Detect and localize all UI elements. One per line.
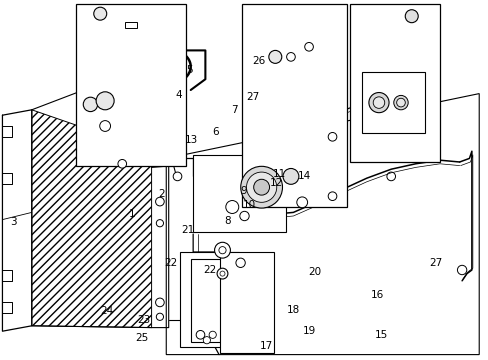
Circle shape	[83, 97, 98, 112]
Bar	[220, 252, 273, 353]
Circle shape	[100, 121, 110, 131]
Circle shape	[209, 331, 216, 338]
Circle shape	[268, 50, 281, 63]
Circle shape	[219, 247, 225, 254]
Text: 3: 3	[10, 217, 17, 228]
Bar	[76, 4, 185, 166]
Circle shape	[118, 159, 126, 168]
Bar	[190, 259, 222, 342]
Text: 7: 7	[231, 105, 238, 115]
Text: 11: 11	[272, 168, 286, 179]
Text: 18: 18	[286, 305, 300, 315]
Text: 10: 10	[243, 200, 255, 210]
Text: 22: 22	[203, 265, 217, 275]
Circle shape	[220, 271, 224, 276]
Bar	[242, 4, 346, 207]
Text: 6: 6	[211, 127, 218, 138]
Circle shape	[283, 168, 298, 184]
Circle shape	[173, 172, 182, 181]
Circle shape	[203, 337, 210, 344]
Text: 2: 2	[158, 189, 164, 199]
Text: 9: 9	[240, 186, 246, 196]
Circle shape	[304, 42, 313, 51]
Circle shape	[235, 258, 245, 267]
Text: 21: 21	[181, 225, 195, 235]
Circle shape	[94, 7, 106, 20]
Text: 1: 1	[128, 209, 135, 219]
Circle shape	[196, 330, 204, 339]
Text: 16: 16	[370, 290, 384, 300]
Polygon shape	[203, 178, 273, 220]
Text: 19: 19	[302, 326, 315, 336]
Text: 4: 4	[175, 90, 182, 100]
Text: 27: 27	[246, 92, 260, 102]
Text: 12: 12	[269, 178, 283, 188]
Bar	[180, 252, 238, 347]
Bar	[193, 155, 285, 232]
Circle shape	[405, 10, 417, 23]
Circle shape	[240, 166, 282, 208]
Circle shape	[96, 92, 114, 110]
Circle shape	[225, 201, 238, 213]
Circle shape	[456, 265, 466, 275]
Text: 17: 17	[259, 341, 273, 351]
Text: 22: 22	[164, 258, 178, 268]
Text: 24: 24	[100, 306, 113, 316]
Circle shape	[372, 97, 384, 108]
Text: 23: 23	[137, 315, 151, 325]
Circle shape	[253, 179, 269, 195]
Text: 15: 15	[374, 330, 387, 340]
Circle shape	[396, 98, 405, 107]
Text: 13: 13	[184, 135, 198, 145]
Bar	[124, 22, 137, 28]
Circle shape	[239, 211, 249, 221]
Bar	[361, 72, 425, 133]
Bar	[349, 4, 439, 162]
Text: 26: 26	[252, 56, 265, 66]
Text: 5: 5	[186, 65, 193, 75]
Circle shape	[393, 95, 407, 110]
Circle shape	[217, 268, 227, 279]
Text: 20: 20	[307, 267, 320, 277]
Text: 8: 8	[224, 216, 230, 226]
Text: 27: 27	[428, 258, 442, 268]
Circle shape	[296, 197, 307, 208]
Polygon shape	[32, 110, 151, 328]
Text: 14: 14	[297, 171, 310, 181]
Circle shape	[214, 242, 230, 258]
Text: 25: 25	[135, 333, 148, 343]
Circle shape	[368, 93, 388, 113]
Circle shape	[246, 172, 276, 202]
